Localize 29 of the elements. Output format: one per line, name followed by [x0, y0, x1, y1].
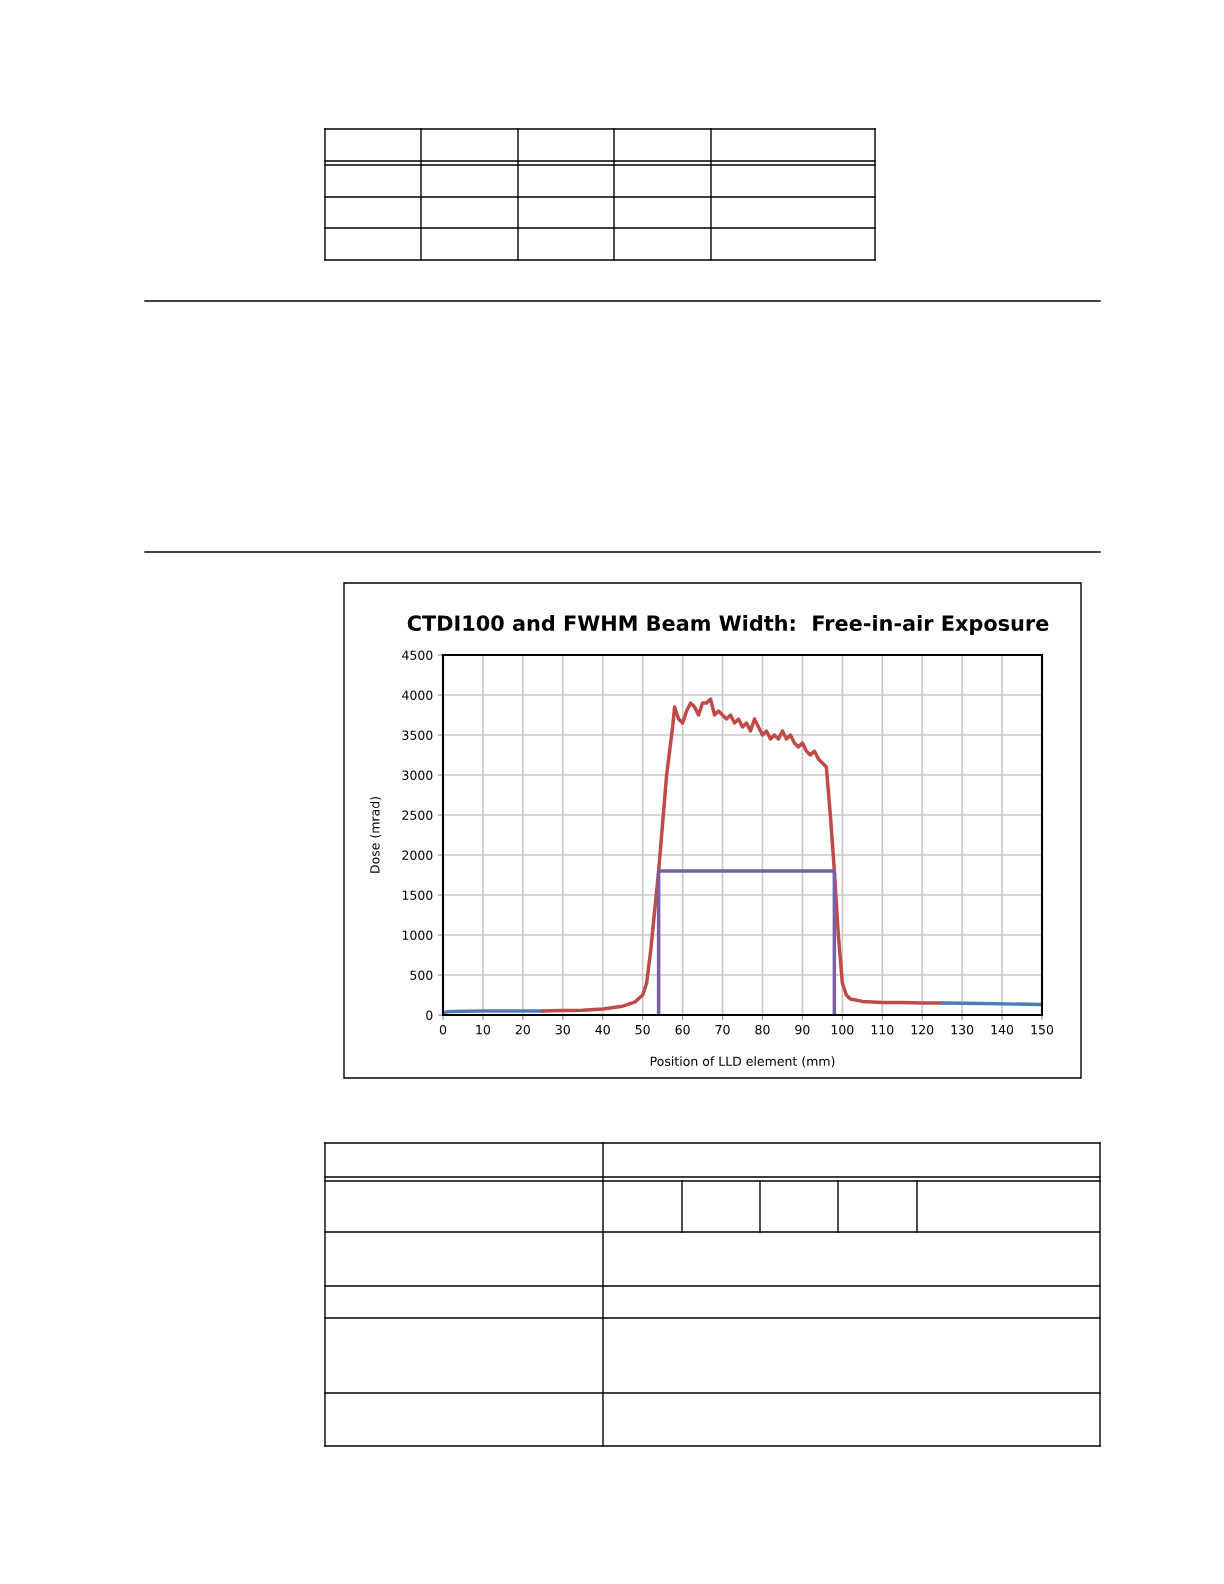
x-tick-label: 100: [831, 1024, 854, 1035]
y-tick-label: 3000: [402, 770, 433, 780]
x-tick-label: 120: [911, 1024, 934, 1035]
x-tick-label: 50: [635, 1024, 650, 1035]
y-axis-title: Dose (mrad): [369, 797, 382, 873]
x-tick-label: 150: [1031, 1024, 1054, 1035]
chart-title: CTDI100 and FWHM Beam Width: Free-in-air Exposure: [407, 614, 1049, 636]
x-tick-label: 90: [795, 1024, 810, 1035]
x-tick-label: 0: [439, 1024, 447, 1035]
x-tick-label: 140: [991, 1024, 1014, 1035]
x-tick-label: 130: [951, 1024, 974, 1035]
x-tick-label: 40: [595, 1024, 610, 1035]
x-tick-label: 30: [555, 1024, 570, 1035]
y-tick-label: 4500: [402, 650, 433, 660]
x-tick-label: 80: [755, 1024, 770, 1035]
x-tick-label: 10: [476, 1024, 491, 1035]
y-tick-label: 0: [426, 1010, 433, 1020]
y-tick-label: 1500: [402, 890, 433, 900]
y-tick-label: 4000: [402, 690, 433, 700]
y-tick-label: 500: [410, 970, 433, 980]
y-tick-label: 2500: [402, 810, 433, 820]
x-axis-title: Position of LLD element (mm): [650, 1056, 835, 1068]
x-tick-label: 60: [675, 1024, 690, 1035]
y-tick-label: 3500: [402, 730, 433, 740]
x-tick-label: 70: [715, 1024, 730, 1035]
y-tick-label: 2000: [402, 850, 433, 860]
x-tick-label: 20: [515, 1024, 530, 1035]
x-tick-label: 110: [871, 1024, 894, 1035]
y-tick-label: 1000: [402, 930, 433, 940]
